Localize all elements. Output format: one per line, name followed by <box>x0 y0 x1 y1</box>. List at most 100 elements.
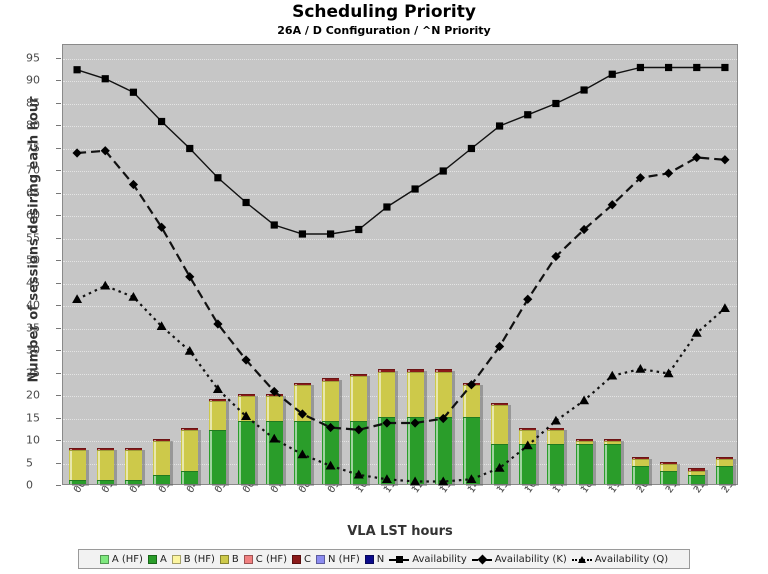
bar-stack[interactable] <box>209 398 230 486</box>
bar-segment-c <box>406 369 424 372</box>
chart-subtitle: 26A / D Configuration / ^N Priority <box>277 24 491 37</box>
line-marker <box>128 179 139 190</box>
grid-line <box>63 238 737 240</box>
bar-segment-b <box>406 371 424 417</box>
line-marker <box>242 198 250 207</box>
legend-item[interactable]: C <box>292 554 311 565</box>
legend-item[interactable]: Availability (K) <box>471 554 567 565</box>
bar-highlight <box>351 422 354 484</box>
bar-segment-a <box>406 416 424 484</box>
line-marker <box>579 224 589 235</box>
bar-segment-c <box>519 427 537 430</box>
y-tick-mark <box>56 462 61 464</box>
x-tick-mark <box>639 486 641 490</box>
bar-stack[interactable] <box>575 439 596 486</box>
legend-item[interactable]: B <box>219 554 239 565</box>
legend-label: C (HF) <box>255 553 288 565</box>
bar-highlight <box>351 377 354 421</box>
legend-item[interactable]: Availability <box>389 554 467 565</box>
line-marker <box>326 230 335 238</box>
bar-stack[interactable] <box>153 439 174 486</box>
y-tick-mark <box>56 57 61 59</box>
bar-highlight <box>294 422 297 484</box>
bar-segment-a <box>716 466 734 484</box>
bar-segment-b <box>265 396 283 421</box>
bar-segment-b <box>575 441 593 444</box>
legend-item[interactable]: A (HF) <box>99 554 143 565</box>
y-tick-mark <box>56 237 61 239</box>
bar-stack[interactable] <box>68 448 89 486</box>
y-tick-mark <box>56 260 61 261</box>
x-tick-mark <box>554 486 556 490</box>
line-path <box>77 149 725 431</box>
bar-stack[interactable] <box>660 461 681 486</box>
legend-item[interactable]: B (HF) <box>171 554 215 565</box>
legend-item[interactable]: N <box>364 554 384 565</box>
grid-line <box>63 418 737 420</box>
line-marker <box>438 413 448 424</box>
x-tick-mark <box>188 486 190 490</box>
bar-stack[interactable] <box>434 369 455 486</box>
legend-item[interactable]: C (HF) <box>243 553 288 565</box>
bar-highlight <box>689 476 692 484</box>
grid-line <box>63 58 737 60</box>
bar-stack[interactable] <box>519 427 540 486</box>
legend-item[interactable]: N (HF) <box>316 554 360 565</box>
line-marker <box>298 230 307 238</box>
y-tick-mark <box>56 327 61 329</box>
bar-segment-c <box>293 382 311 385</box>
bar-segment-c <box>378 369 396 372</box>
line-marker <box>607 370 618 380</box>
bar-segment-b <box>209 400 227 430</box>
y-tick-mark <box>56 305 61 306</box>
line-marker <box>410 418 420 428</box>
bar-highlight <box>210 401 213 430</box>
legend-item[interactable]: A <box>147 554 167 565</box>
x-tick-mark <box>695 486 697 490</box>
bar-stack[interactable] <box>547 427 568 486</box>
bar-segment-a <box>209 430 227 484</box>
bar-highlight <box>351 374 354 376</box>
line-marker <box>438 476 449 486</box>
grid-line <box>63 103 737 105</box>
bar-stack[interactable] <box>716 457 737 486</box>
bar-segment-a <box>688 475 706 484</box>
line-marker <box>214 174 222 182</box>
y-tick-mark <box>56 80 61 81</box>
bar-segment-c <box>688 468 706 471</box>
bar-highlight <box>463 386 466 417</box>
line-marker <box>72 294 83 303</box>
bar-stack[interactable] <box>181 427 202 486</box>
legend-item[interactable]: Availability (Q) <box>571 554 668 565</box>
x-tick-mark <box>385 486 387 490</box>
bar-stack[interactable] <box>96 448 117 486</box>
bar-segment-a <box>181 470 199 484</box>
bar-highlight <box>379 370 382 372</box>
bar-highlight <box>125 480 128 484</box>
bar-stack[interactable] <box>631 457 652 486</box>
line-marker <box>552 99 560 108</box>
bar-stack[interactable] <box>406 369 427 486</box>
bar-stack[interactable] <box>688 468 709 486</box>
line-marker <box>269 386 279 397</box>
bar-segment-b <box>491 405 509 444</box>
legend-label: C <box>304 553 312 565</box>
bar-highlight <box>548 428 551 430</box>
line-marker <box>184 346 195 355</box>
bar-stack[interactable] <box>378 369 399 486</box>
line-series-availability-k <box>72 146 730 435</box>
legend-swatch <box>219 554 229 564</box>
bar-stack[interactable] <box>124 448 145 486</box>
line-marker <box>551 251 561 262</box>
bar-stack[interactable] <box>603 439 624 486</box>
bar-stack[interactable] <box>462 382 483 486</box>
x-tick-mark <box>611 486 613 490</box>
bar-highlight <box>435 417 438 484</box>
bar-highlight <box>97 449 100 451</box>
legend-label: Availability <box>412 553 467 565</box>
legend-swatch <box>316 554 326 564</box>
bar-segment-a <box>237 421 255 484</box>
bar-highlight <box>520 444 523 484</box>
bar-segment-b <box>322 380 340 421</box>
legend-line-sample <box>389 555 410 564</box>
